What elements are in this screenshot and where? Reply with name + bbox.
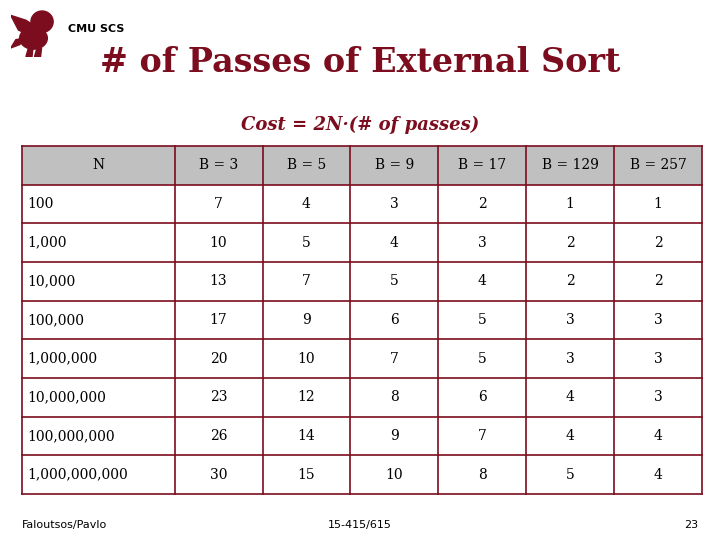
- Text: 5: 5: [302, 235, 311, 249]
- Text: Cost = 2N·(# of passes): Cost = 2N·(# of passes): [241, 116, 479, 134]
- Text: 3: 3: [478, 235, 487, 249]
- Text: 23: 23: [684, 520, 698, 530]
- Text: 7: 7: [478, 429, 487, 443]
- Text: 5: 5: [390, 274, 399, 288]
- Text: 10,000: 10,000: [27, 274, 76, 288]
- Text: B = 257: B = 257: [629, 158, 686, 172]
- Text: B = 3: B = 3: [199, 158, 238, 172]
- Text: 3: 3: [654, 390, 662, 404]
- Text: 30: 30: [210, 468, 228, 482]
- Text: 8: 8: [478, 468, 487, 482]
- Text: 7: 7: [214, 197, 223, 211]
- Ellipse shape: [19, 28, 48, 49]
- Text: 23: 23: [210, 390, 228, 404]
- Text: 10: 10: [210, 235, 228, 249]
- Polygon shape: [26, 48, 33, 57]
- Text: 2: 2: [654, 274, 662, 288]
- Text: 2: 2: [654, 235, 662, 249]
- Text: N: N: [92, 158, 104, 172]
- Text: 26: 26: [210, 429, 228, 443]
- Text: 1: 1: [654, 197, 662, 211]
- Text: 9: 9: [390, 429, 399, 443]
- Text: 100,000,000: 100,000,000: [27, 429, 115, 443]
- Text: 3: 3: [654, 352, 662, 366]
- Text: 2: 2: [566, 235, 575, 249]
- Text: 4: 4: [566, 390, 575, 404]
- Text: 10: 10: [297, 352, 315, 366]
- Text: 2: 2: [478, 197, 487, 211]
- Text: 4: 4: [390, 235, 399, 249]
- Text: 3: 3: [390, 197, 399, 211]
- Text: 4: 4: [478, 274, 487, 288]
- Text: 20: 20: [210, 352, 228, 366]
- Text: 100: 100: [27, 197, 54, 211]
- Text: Faloutsos/Pavlo: Faloutsos/Pavlo: [22, 520, 107, 530]
- Text: 4: 4: [654, 429, 662, 443]
- Text: 12: 12: [297, 390, 315, 404]
- Text: 7: 7: [302, 274, 311, 288]
- Text: 7: 7: [390, 352, 399, 366]
- Circle shape: [31, 11, 53, 32]
- Text: B = 17: B = 17: [458, 158, 506, 172]
- Text: B = 9: B = 9: [374, 158, 414, 172]
- Text: 8: 8: [390, 390, 399, 404]
- Text: 3: 3: [654, 313, 662, 327]
- Text: 2: 2: [566, 274, 575, 288]
- Text: 6: 6: [478, 390, 487, 404]
- Text: 10,000,000: 10,000,000: [27, 390, 107, 404]
- Text: 15-415/615: 15-415/615: [328, 520, 392, 530]
- Polygon shape: [35, 48, 42, 57]
- Text: B = 129: B = 129: [541, 158, 598, 172]
- Text: 4: 4: [302, 197, 311, 211]
- Text: 5: 5: [566, 468, 575, 482]
- Polygon shape: [11, 38, 23, 48]
- Text: 15: 15: [297, 468, 315, 482]
- Text: # of Passes of External Sort: # of Passes of External Sort: [100, 46, 620, 79]
- Text: 1,000,000,000: 1,000,000,000: [27, 468, 128, 482]
- Text: 14: 14: [297, 429, 315, 443]
- Text: 3: 3: [566, 313, 575, 327]
- Text: 1,000: 1,000: [27, 235, 67, 249]
- Text: 17: 17: [210, 313, 228, 327]
- Text: 4: 4: [654, 468, 662, 482]
- Polygon shape: [11, 15, 34, 32]
- Text: 5: 5: [478, 313, 487, 327]
- Text: 1: 1: [566, 197, 575, 211]
- Text: CMU SCS: CMU SCS: [68, 24, 125, 35]
- Text: 9: 9: [302, 313, 311, 327]
- Text: 10: 10: [386, 468, 403, 482]
- Text: 5: 5: [478, 352, 487, 366]
- Text: 6: 6: [390, 313, 399, 327]
- Text: 100,000: 100,000: [27, 313, 84, 327]
- Text: 3: 3: [566, 352, 575, 366]
- Text: 13: 13: [210, 274, 228, 288]
- Text: 1,000,000: 1,000,000: [27, 352, 97, 366]
- Text: B = 5: B = 5: [287, 158, 326, 172]
- Text: 4: 4: [566, 429, 575, 443]
